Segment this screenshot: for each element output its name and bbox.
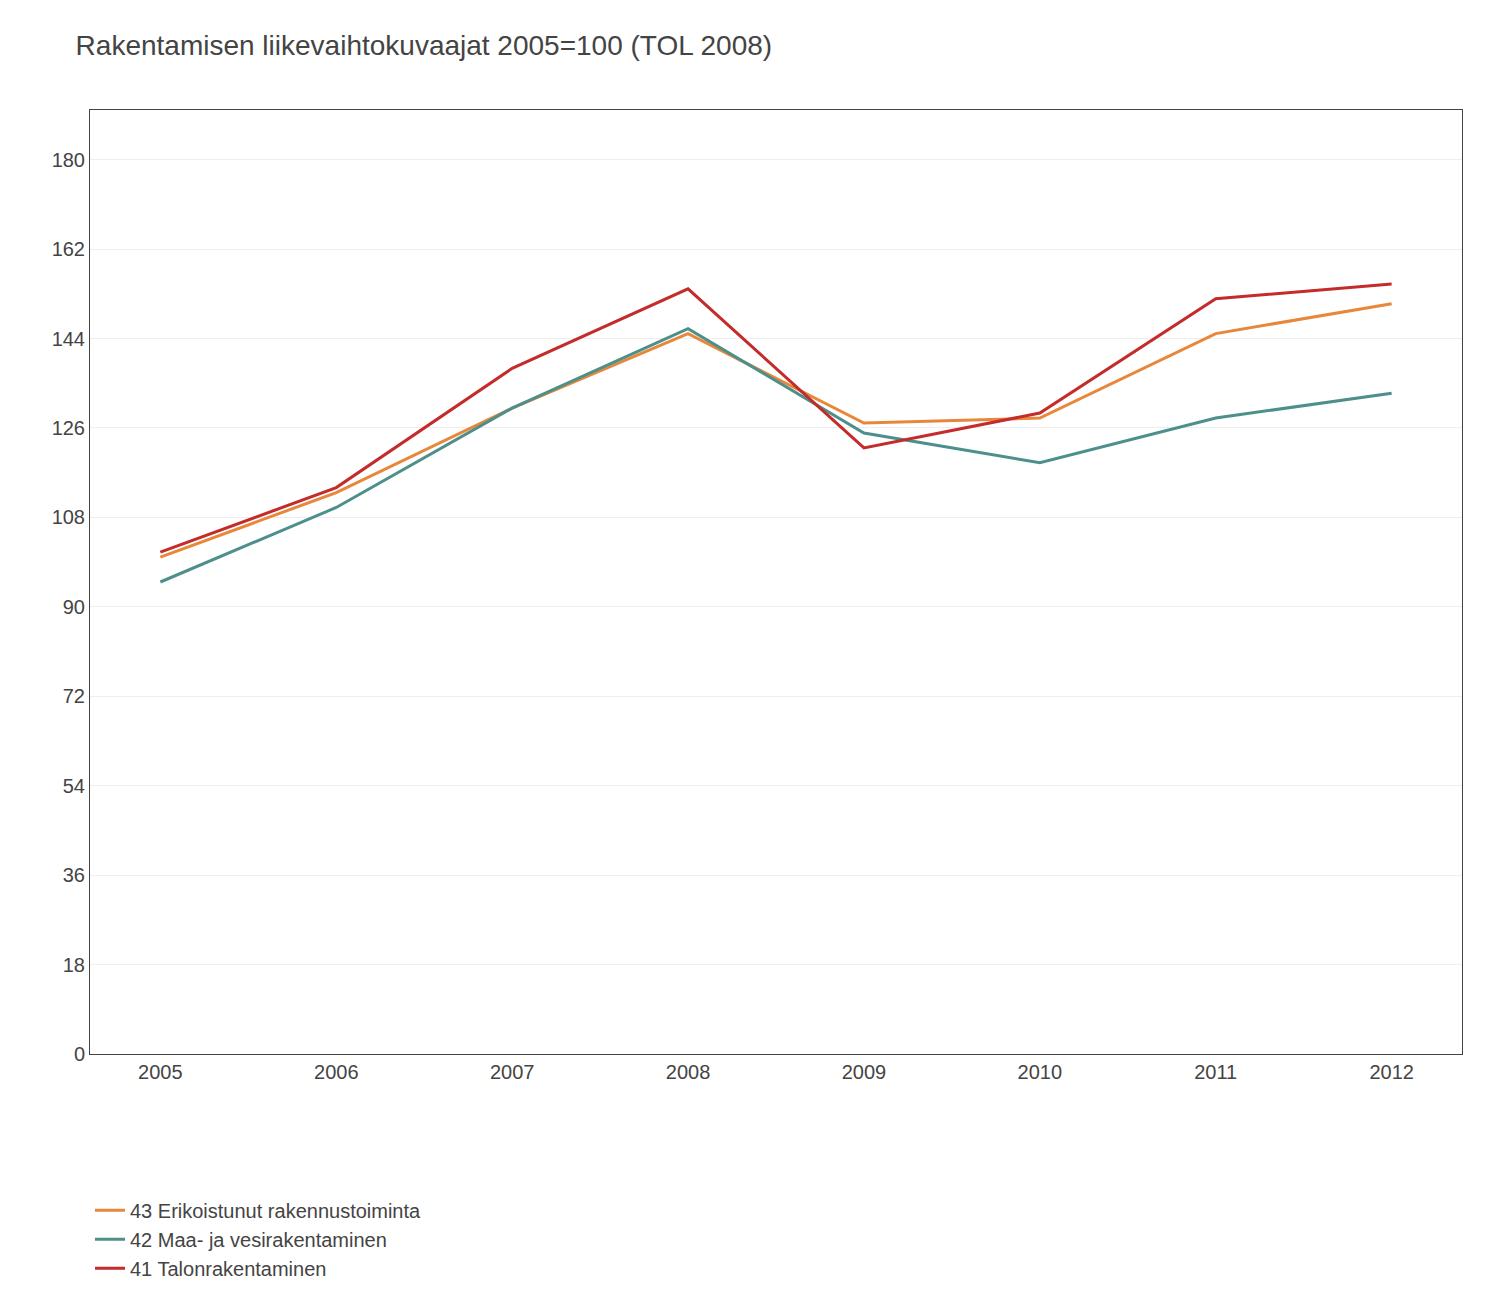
svg-text:180: 180 [52, 149, 85, 171]
svg-text:2007: 2007 [490, 1061, 535, 1083]
svg-text:2008: 2008 [666, 1061, 711, 1083]
svg-text:43 Erikoistunut rakennustoimin: 43 Erikoistunut rakennustoiminta [130, 1200, 421, 1222]
svg-text:72: 72 [63, 685, 85, 707]
svg-text:2005: 2005 [138, 1061, 183, 1083]
svg-text:108: 108 [52, 506, 85, 528]
svg-text:41 Talonrakentaminen: 41 Talonrakentaminen [130, 1258, 326, 1280]
svg-text:Rakentamisen liikevaihtokuvaaj: Rakentamisen liikevaihtokuvaajat 2005=10… [76, 30, 773, 61]
svg-text:2006: 2006 [314, 1061, 359, 1083]
svg-text:90: 90 [63, 596, 85, 618]
svg-text:18: 18 [63, 954, 85, 976]
svg-text:2009: 2009 [842, 1061, 887, 1083]
svg-text:162: 162 [52, 238, 85, 260]
svg-text:2011: 2011 [1194, 1061, 1237, 1083]
svg-text:2012: 2012 [1369, 1061, 1414, 1083]
svg-text:36: 36 [63, 864, 85, 886]
svg-text:42 Maa- ja vesirakentaminen: 42 Maa- ja vesirakentaminen [130, 1229, 387, 1251]
svg-text:2010: 2010 [1018, 1061, 1063, 1083]
svg-text:126: 126 [52, 417, 85, 439]
svg-text:54: 54 [63, 775, 85, 797]
svg-text:144: 144 [52, 328, 85, 350]
svg-text:0: 0 [74, 1043, 85, 1065]
